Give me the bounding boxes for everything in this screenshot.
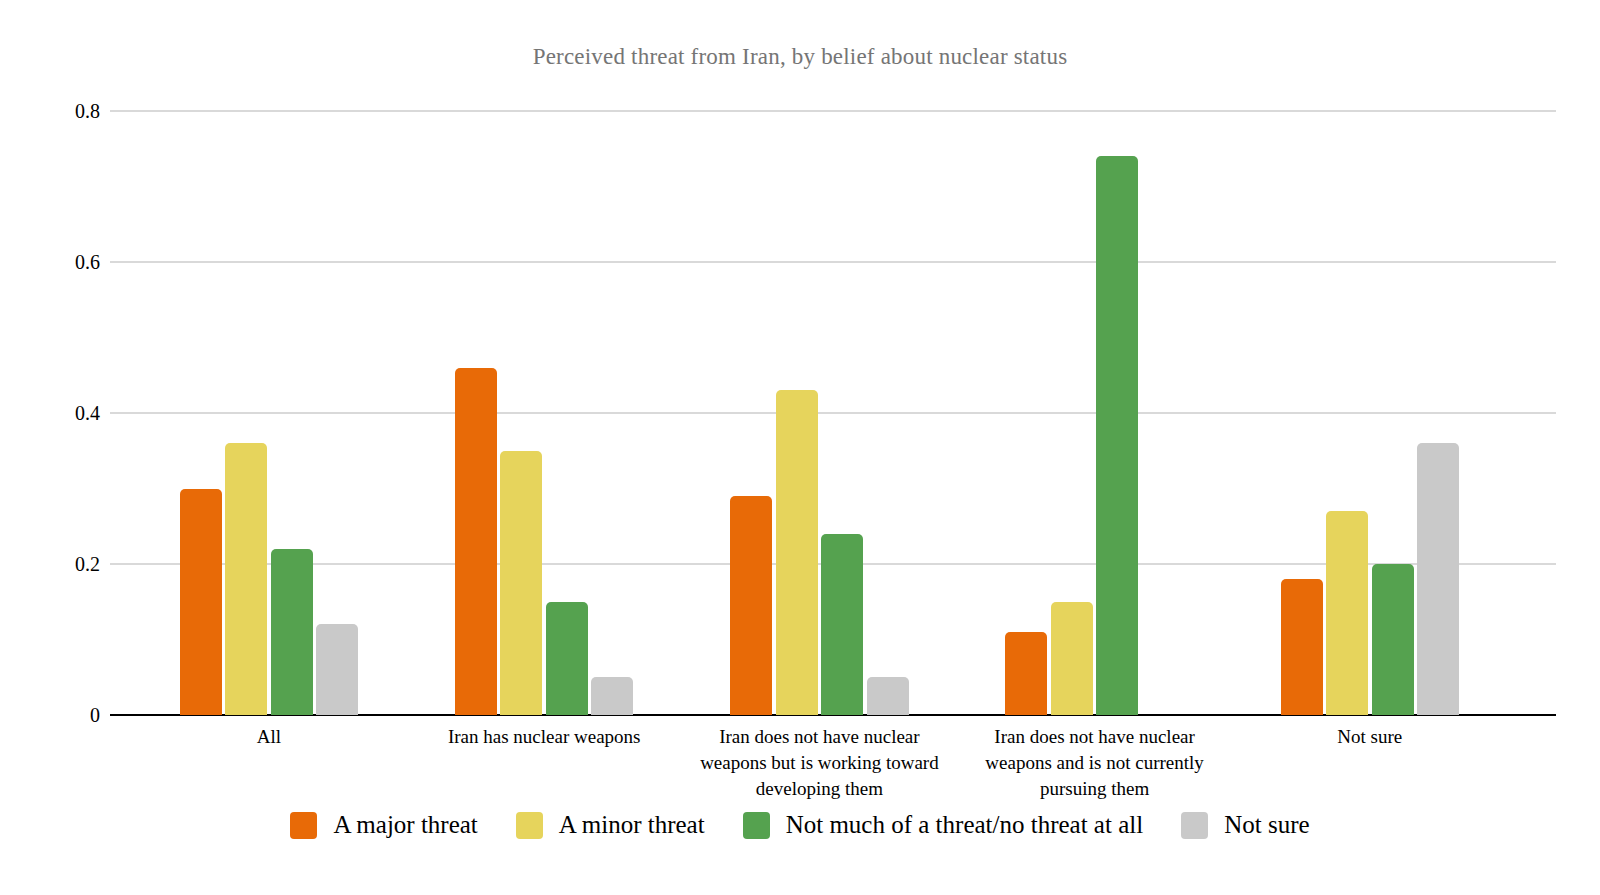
x-axis-label-cat1: Iran has nuclear weapons (409, 724, 679, 750)
x-axis-label-cat4: Not sure (1235, 724, 1505, 750)
bar-series3-cat4 (1417, 443, 1459, 715)
legend-label-3: Not sure (1224, 811, 1309, 839)
x-axis-label-cat0: All (134, 724, 404, 750)
y-tick-label-0.2: 0.2 (30, 554, 100, 574)
legend-swatch-icon (1181, 812, 1208, 839)
bar-series2-cat1 (546, 602, 588, 715)
bar-series2-cat0 (271, 549, 313, 715)
gridline-0.6 (110, 261, 1556, 263)
bar-series0-cat2 (730, 496, 772, 715)
legend-swatch-icon (290, 812, 317, 839)
bar-series2-cat4 (1372, 564, 1414, 715)
legend-item-1: A minor threat (516, 811, 705, 839)
legend-item-2: Not much of a threat/no threat at all (743, 811, 1144, 839)
bar-series1-cat2 (776, 390, 818, 715)
y-tick-label-0.8: 0.8 (30, 101, 100, 121)
legend-swatch-icon (516, 812, 543, 839)
legend-item-3: Not sure (1181, 811, 1309, 839)
x-axis-label-cat3: Iran does not have nuclear weapons and i… (960, 724, 1230, 802)
bar-series2-cat3 (1096, 156, 1138, 715)
bar-series1-cat1 (500, 451, 542, 715)
y-tick-label-0: 0 (30, 705, 100, 725)
bar-series0-cat0 (180, 489, 222, 716)
gridline-0.4 (110, 412, 1556, 414)
bar-series3-cat1 (591, 677, 633, 715)
bar-series3-cat2 (867, 677, 909, 715)
legend-swatch-icon (743, 812, 770, 839)
legend-label-2: Not much of a threat/no threat at all (786, 811, 1144, 839)
gridline-0.8 (110, 110, 1556, 112)
chart-title: Perceived threat from Iran, by belief ab… (0, 44, 1600, 70)
legend-item-0: A major threat (290, 811, 477, 839)
bar-series1-cat4 (1326, 511, 1368, 715)
bar-series2-cat2 (821, 534, 863, 715)
x-axis-label-cat2: Iran does not have nuclear weapons but i… (684, 724, 954, 802)
bar-series1-cat0 (225, 443, 267, 715)
y-tick-label-0.4: 0.4 (30, 403, 100, 423)
legend-label-1: A minor threat (559, 811, 705, 839)
legend-label-0: A major threat (333, 811, 477, 839)
bar-series1-cat3 (1051, 602, 1093, 715)
bar-series0-cat4 (1281, 579, 1323, 715)
chart-canvas: Perceived threat from Iran, by belief ab… (0, 0, 1600, 895)
bar-series3-cat0 (316, 624, 358, 715)
bar-series0-cat3 (1005, 632, 1047, 715)
bar-series0-cat1 (455, 368, 497, 715)
y-tick-label-0.6: 0.6 (30, 252, 100, 272)
legend: A major threat A minor threat Not much of … (0, 800, 1600, 850)
